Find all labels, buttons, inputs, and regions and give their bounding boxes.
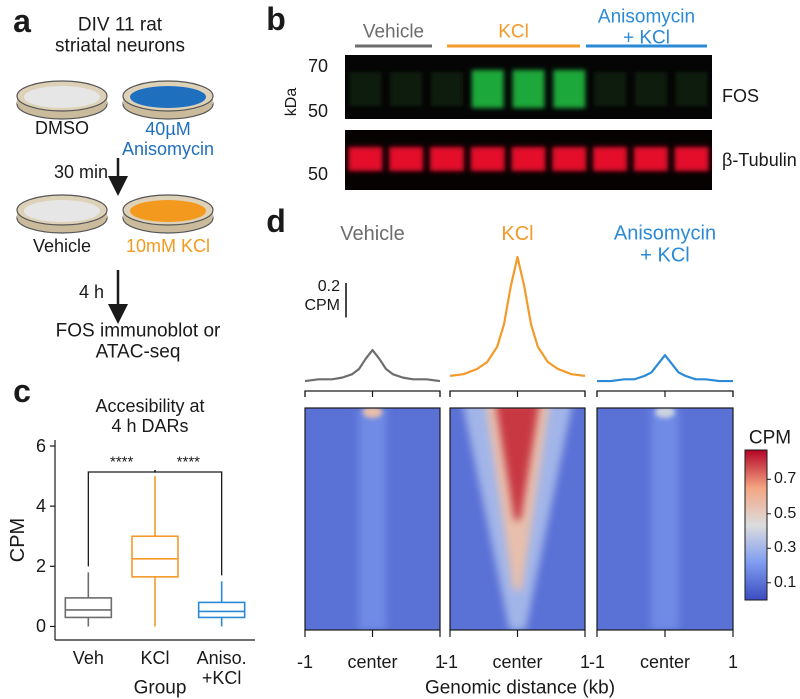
fos-band <box>634 72 667 106</box>
series-title: Vehicle <box>340 222 405 245</box>
marker-label: 70 <box>307 55 328 76</box>
tubulin-band <box>511 147 546 171</box>
heatmap-signal <box>358 408 387 630</box>
heatmap-signal <box>496 408 539 520</box>
tubulin-band <box>552 147 587 171</box>
y-tick-label: 6 <box>35 435 46 456</box>
x-axis-label: Group <box>133 677 187 699</box>
protein-label: β-Tubulin <box>722 149 797 170</box>
dish-medium <box>130 86 206 108</box>
x-tick-label: 1 <box>727 651 739 672</box>
y-axis-label: CPM <box>6 517 29 563</box>
x-tick-label: 1 <box>434 651 446 672</box>
fos-band <box>430 72 463 106</box>
box <box>197 601 246 619</box>
heatmap-signal <box>655 408 675 418</box>
fos-band <box>675 72 708 106</box>
series-title: KCl <box>501 222 534 245</box>
panel-title: DIV 11 rat striatal neurons <box>55 14 185 57</box>
panel-label: a <box>13 3 31 40</box>
colorbar <box>744 449 768 601</box>
significance-bracket <box>154 470 223 576</box>
profile-line <box>449 255 586 377</box>
group-label: Anisomycin + KCl <box>597 6 696 49</box>
colorbar-tick-label: 0.7 <box>774 470 797 488</box>
x-tick-label: Veh <box>72 647 104 668</box>
x-tick-label: center <box>347 651 398 672</box>
colorbar-tick-label: 0.5 <box>774 504 797 522</box>
tubulin-band <box>348 147 383 171</box>
tubulin-band <box>470 147 505 171</box>
tubulin-band <box>429 147 464 171</box>
tubulin-band <box>633 147 668 171</box>
y-tick-label: 0 <box>35 616 46 637</box>
dish-medium <box>24 86 100 108</box>
y-tick-label: 2 <box>35 556 46 577</box>
fos-band <box>553 70 586 108</box>
heatmap-signal <box>362 408 383 418</box>
tubulin-band <box>593 147 628 171</box>
x-tick-label: -1 <box>588 651 606 672</box>
colorbar-title: CPM <box>748 427 792 449</box>
x-tick-label: -1 <box>296 651 314 672</box>
marker-label: 50 <box>307 100 328 121</box>
step-label: 30 min <box>53 161 108 182</box>
fos-band <box>390 72 423 106</box>
x-tick-label: center <box>639 651 691 672</box>
dish-label: DMSO <box>35 117 89 138</box>
unit-label: kDa <box>283 87 301 117</box>
step-label: 4 h <box>78 281 104 302</box>
chart-title: Accesibility at 4 h DARs <box>95 395 205 436</box>
panel-label: d <box>266 203 286 240</box>
x-tick-label: 1 <box>579 651 591 672</box>
group-label: KCl <box>498 21 529 43</box>
x-axis-label: Genomic distance (kb) <box>424 677 616 699</box>
significance-label: **** <box>176 453 201 471</box>
profile-line <box>304 348 441 383</box>
heatmap-signal <box>651 408 679 630</box>
scale-bar-label: 0.2 <box>317 278 340 296</box>
dish-label: 40µM Anisomycin <box>121 118 215 159</box>
dish-medium <box>24 200 100 222</box>
fos-band <box>594 72 627 106</box>
scale-bar-unit: CPM <box>304 297 340 315</box>
y-tick-label: 4 <box>35 496 46 517</box>
panel-label: b <box>266 1 286 38</box>
box <box>64 597 113 619</box>
fos-band <box>471 70 504 108</box>
x-tick-label: KCl <box>140 647 170 668</box>
fos-band <box>512 70 545 108</box>
colorbar-tick-label: 0.1 <box>774 573 797 591</box>
heatmap <box>305 408 440 630</box>
significance-label: **** <box>109 453 134 471</box>
colorbar-tick-label: 0.3 <box>774 539 797 557</box>
dish-label: 10mM KCl <box>125 235 211 256</box>
fos-band <box>349 72 382 106</box>
x-tick-label: -1 <box>441 651 459 672</box>
group-label: Vehicle <box>362 21 425 43</box>
marker-label: 50 <box>307 163 328 184</box>
tubulin-band <box>674 147 709 171</box>
series-title: Anisomycin + KCl <box>613 222 717 267</box>
tubulin-band <box>389 147 424 171</box>
dish-label: Vehicle <box>32 235 92 256</box>
x-tick-label: Aniso. +KCl <box>196 647 247 688</box>
protein-label: FOS <box>722 85 760 106</box>
panel-label: c <box>13 373 31 410</box>
heatmap <box>597 408 733 630</box>
x-tick-label: center <box>492 651 543 672</box>
heatmap <box>450 408 585 630</box>
dish-medium <box>130 200 206 222</box>
profile-line <box>597 354 733 383</box>
readout: FOS immunoblot or ATAC-seq <box>55 320 221 363</box>
box <box>131 535 179 578</box>
